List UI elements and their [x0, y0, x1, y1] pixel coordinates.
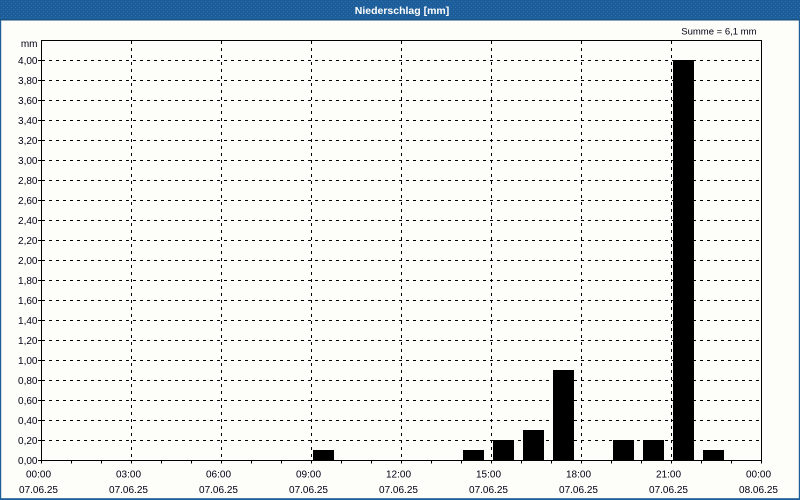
svg-text:4,00: 4,00 [18, 56, 38, 67]
svg-text:07.06.25: 07.06.25 [469, 485, 508, 496]
svg-text:0,20: 0,20 [18, 436, 38, 447]
svg-text:Niederschlag [mm]: Niederschlag [mm] [355, 5, 450, 17]
svg-text:00:00: 00:00 [26, 470, 51, 481]
svg-text:2,60: 2,60 [18, 196, 38, 207]
svg-text:2,40: 2,40 [18, 216, 38, 227]
svg-text:0,40: 0,40 [18, 416, 38, 427]
svg-text:1,00: 1,00 [18, 356, 38, 367]
svg-text:08.06.25: 08.06.25 [739, 485, 778, 496]
svg-text:07.06.25: 07.06.25 [649, 485, 688, 496]
svg-text:0,00: 0,00 [18, 456, 38, 467]
svg-text:18:00: 18:00 [566, 470, 591, 481]
svg-text:3,20: 3,20 [18, 136, 38, 147]
svg-text:2,80: 2,80 [18, 176, 38, 187]
svg-text:mm: mm [21, 39, 38, 50]
svg-text:3,60: 3,60 [18, 96, 38, 107]
svg-text:09:00: 09:00 [296, 470, 321, 481]
svg-text:15:00: 15:00 [476, 470, 501, 481]
svg-text:2,00: 2,00 [18, 256, 38, 267]
svg-text:1,40: 1,40 [18, 316, 38, 327]
svg-text:3,40: 3,40 [18, 116, 38, 127]
svg-text:3,00: 3,00 [18, 156, 38, 167]
svg-text:07.06.25: 07.06.25 [379, 485, 418, 496]
svg-text:03:00: 03:00 [116, 470, 141, 481]
svg-text:07.06.25: 07.06.25 [199, 485, 238, 496]
svg-text:21:00: 21:00 [656, 470, 681, 481]
svg-text:07.06.25: 07.06.25 [559, 485, 598, 496]
svg-text:07.06.25: 07.06.25 [19, 485, 58, 496]
svg-text:07.06.25: 07.06.25 [289, 485, 328, 496]
svg-text:1,80: 1,80 [18, 276, 38, 287]
svg-text:12:00: 12:00 [386, 470, 411, 481]
svg-text:3,80: 3,80 [18, 76, 38, 87]
svg-text:0,80: 0,80 [18, 376, 38, 387]
svg-text:07.06.25: 07.06.25 [109, 485, 148, 496]
svg-text:1,60: 1,60 [18, 296, 38, 307]
svg-text:2,20: 2,20 [18, 236, 38, 247]
svg-text:06:00: 06:00 [206, 470, 231, 481]
svg-text:00:00: 00:00 [746, 470, 771, 481]
svg-text:Summe = 6,1 mm: Summe = 6,1 mm [681, 27, 756, 38]
svg-text:0,60: 0,60 [18, 396, 38, 407]
svg-text:1,20: 1,20 [18, 336, 38, 347]
